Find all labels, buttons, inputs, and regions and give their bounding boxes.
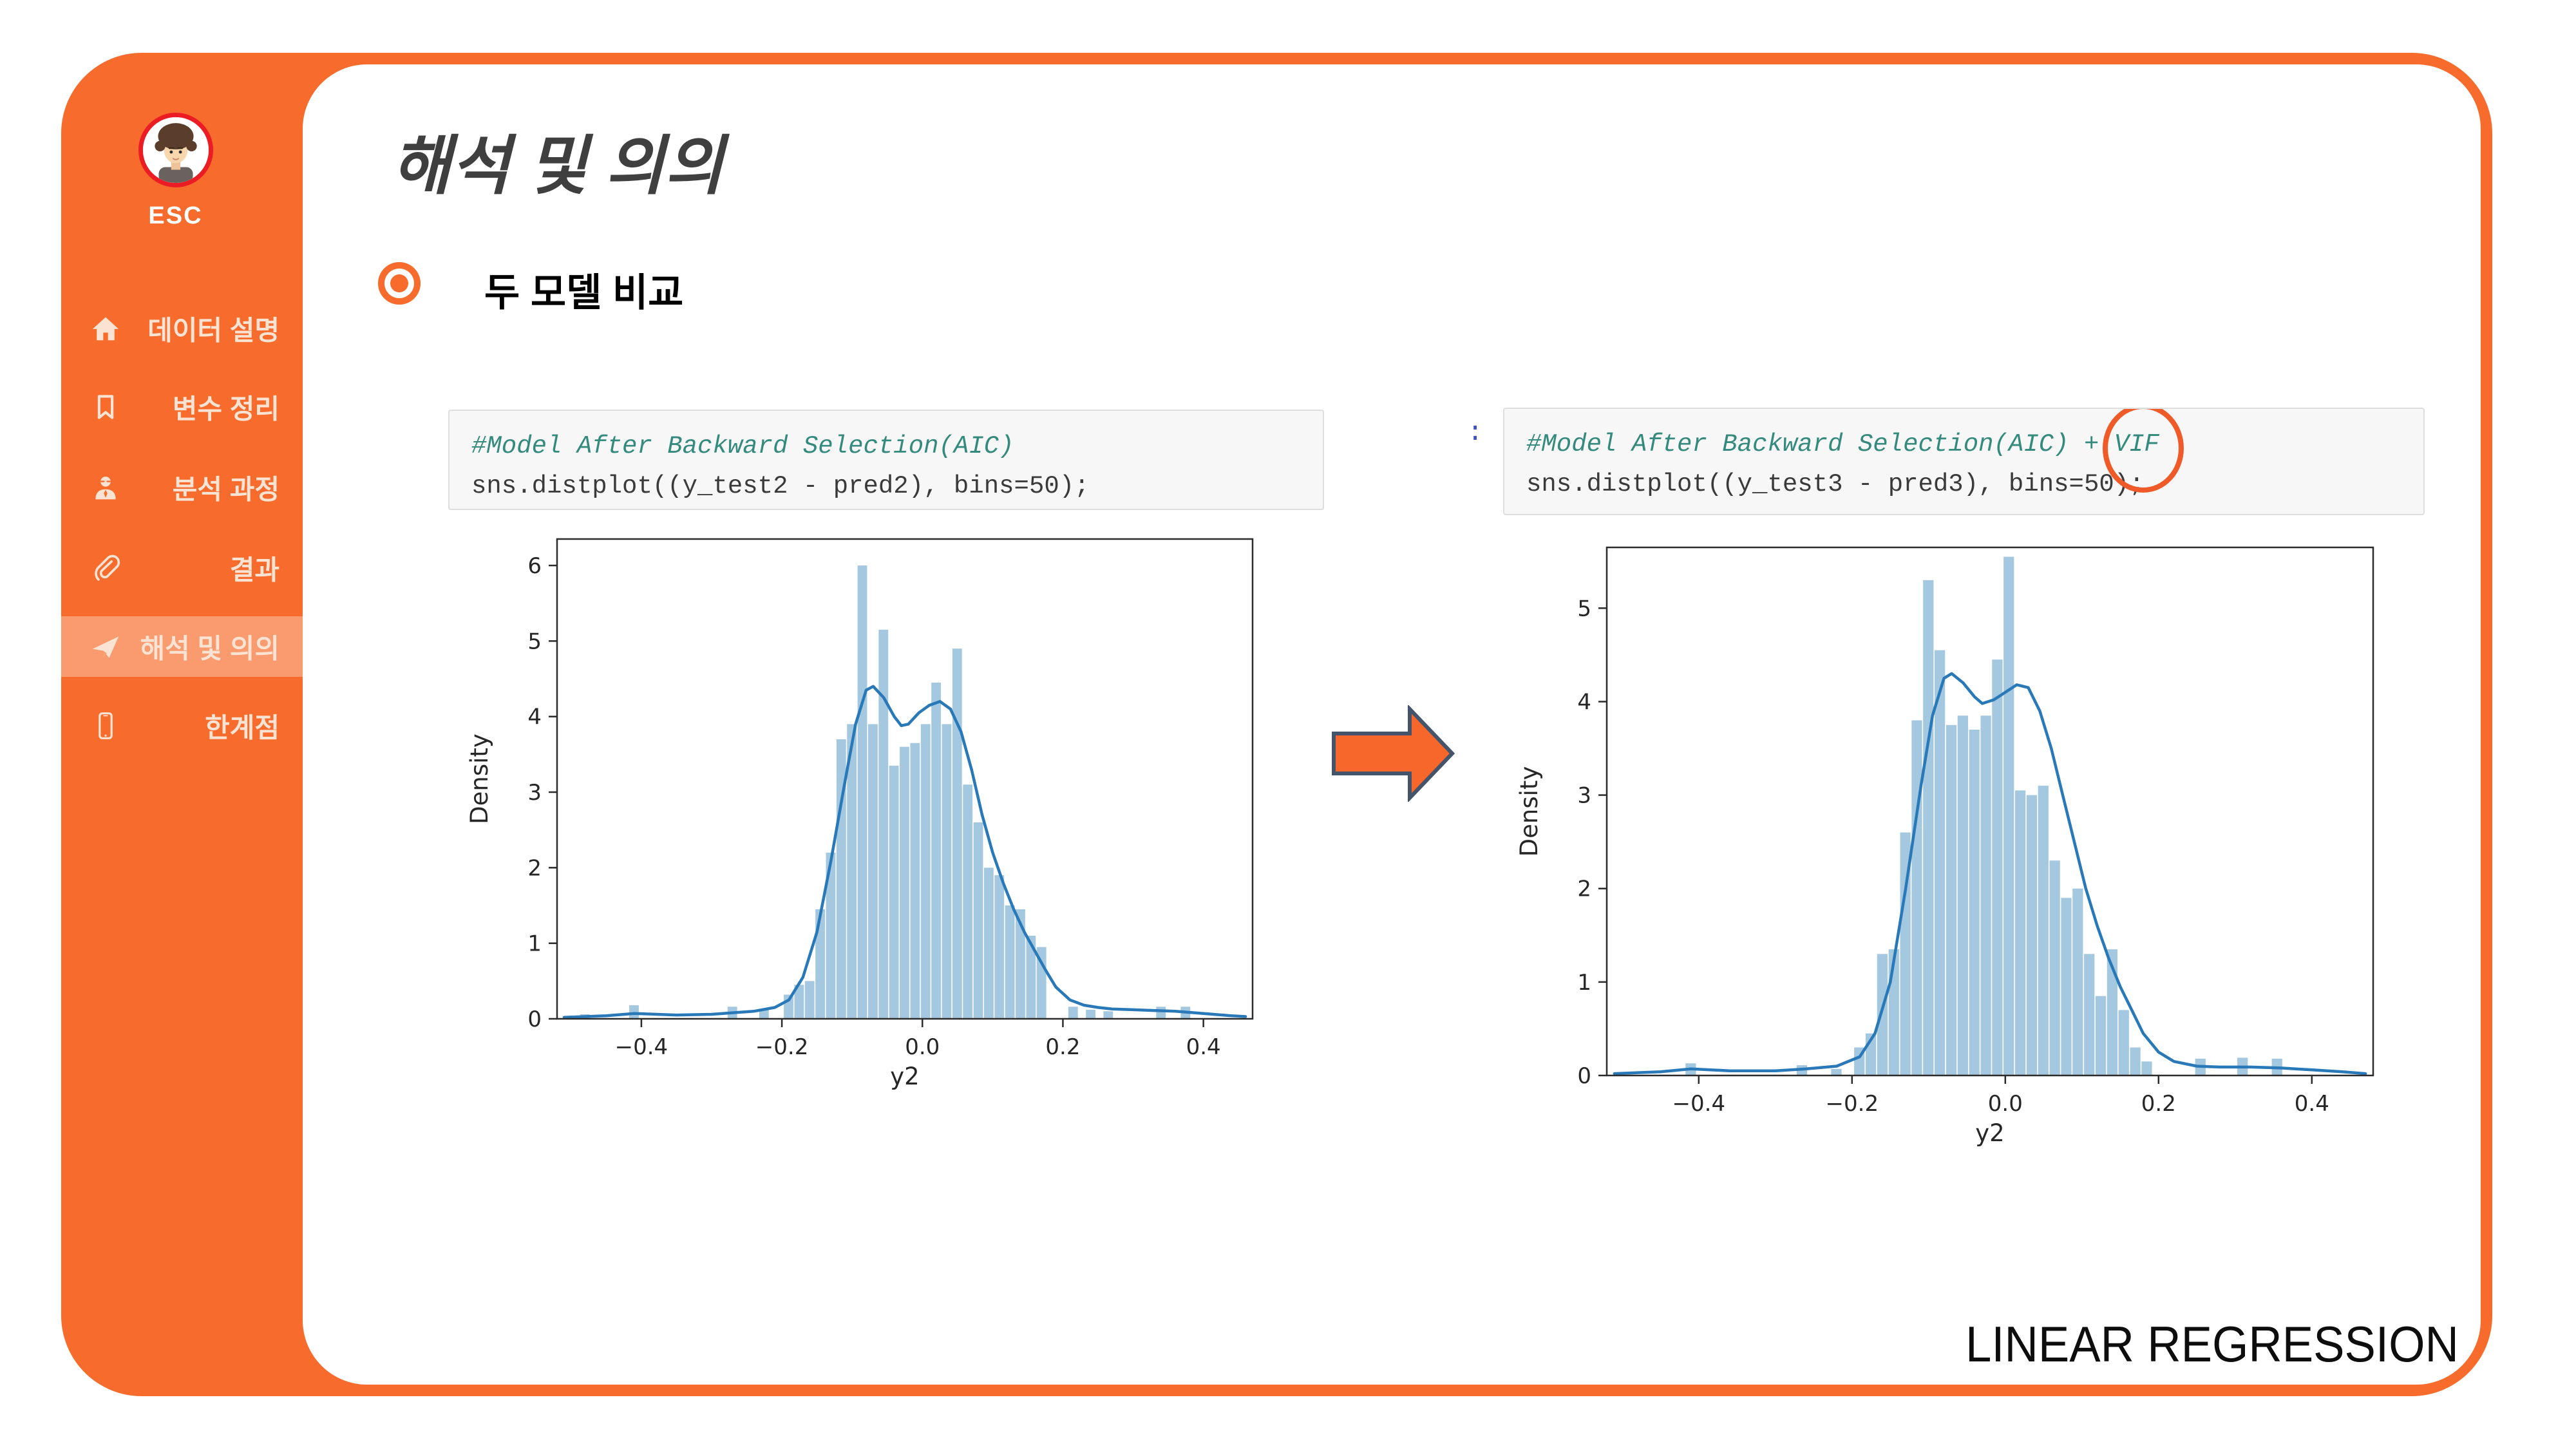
svg-text:5: 5 (527, 629, 542, 654)
svg-text:0.4: 0.4 (2295, 1091, 2329, 1117)
avatar[interactable] (138, 113, 213, 187)
sidebar-item-interpretation[interactable]: 해석 및 의의 (61, 616, 303, 677)
svg-text:2: 2 (527, 855, 542, 881)
sidebar-item-label: 분석 과정 (172, 474, 279, 505)
svg-text:2: 2 (1577, 876, 1591, 902)
svg-text:−0.2: −0.2 (1826, 1091, 1879, 1117)
orange-frame: ESC 데이터 설명 변수 정리 분석 과정 (61, 53, 2492, 1396)
esc-label: ESC (148, 202, 203, 229)
sidebar-item-label: 해석 및 의의 (140, 633, 279, 664)
sidebar-item-label: 한계점 (205, 712, 279, 743)
sidebar-item-limitations[interactable]: 한계점 (61, 696, 303, 756)
svg-text:6: 6 (527, 553, 542, 579)
code-cell-aic: #Model After Backward Selection(AIC) sns… (448, 410, 1324, 510)
vif-circle-annotation (2102, 409, 2184, 493)
svg-text:0.2: 0.2 (2141, 1091, 2176, 1117)
code-line: sns.distplot((y_test3 - pred3), bins=50)… (1526, 470, 2145, 498)
sidebar-item-label: 데이터 설명 (147, 315, 279, 346)
cell-prompt-colon: : (1467, 417, 1484, 448)
sidebar-item-label: 결과 (229, 554, 279, 585)
sidebar-item-variables[interactable]: 변수 정리 (61, 377, 303, 437)
sidebar-item-analysis[interactable]: 분석 과정 (61, 457, 303, 518)
svg-text:3: 3 (527, 780, 542, 806)
svg-text:−0.4: −0.4 (615, 1034, 668, 1060)
residual-distplot-aic: −0.4 −0.2 0.0 0.2 0.4 0 1 2 3 4 5 6 y2 Density (466, 538, 1254, 1090)
svg-text:4: 4 (1577, 689, 1591, 715)
paper-plane-icon (91, 632, 120, 661)
svg-text:1: 1 (527, 931, 542, 957)
bookmark-icon (91, 392, 120, 422)
section-heading: 두 모델 비교 (484, 271, 684, 314)
home-icon (91, 314, 120, 343)
svg-text:0.2: 0.2 (1045, 1034, 1080, 1060)
avatar-face-icon (143, 117, 209, 183)
sidebar-item-label: 변수 정리 (172, 393, 279, 424)
sidebar-item-results[interactable]: 결과 (61, 538, 303, 598)
footer-title: LINEAR REGRESSION (1965, 1316, 2459, 1372)
vif-term: VIF (2102, 409, 2184, 493)
svg-text:y2: y2 (890, 1063, 919, 1090)
svg-text:−0.2: −0.2 (755, 1034, 809, 1060)
slide-content: 해석 및 의의 두 모델 비교 #Model After Backward Se… (303, 64, 2481, 1385)
svg-text:0.0: 0.0 (905, 1034, 940, 1060)
svg-text:y2: y2 (1975, 1119, 2004, 1146)
svg-text:3: 3 (1577, 783, 1591, 809)
svg-text:Density: Density (466, 734, 493, 824)
smartphone-icon (91, 711, 120, 741)
svg-text:0: 0 (527, 1007, 542, 1032)
svg-text:0: 0 (1577, 1063, 1591, 1089)
svg-text:4: 4 (527, 705, 542, 730)
sidebar-item-data-description[interactable]: 데이터 설명 (61, 298, 303, 359)
paperclip-icon (91, 553, 120, 583)
code-cell-aic-vif: #Model After Backward Selection(AIC) + V… (1503, 408, 2425, 515)
svg-text:−0.4: −0.4 (1672, 1091, 1726, 1117)
svg-text:0.0: 0.0 (1988, 1091, 2023, 1117)
residual-distplot-aic-vif: −0.4 −0.2 0.0 0.2 0.4 0 1 2 3 4 5 y2 Density (1515, 546, 2374, 1146)
analyst-icon (91, 473, 120, 502)
code-line: sns.distplot((y_test2 - pred2), bins=50)… (471, 472, 1090, 500)
svg-text:5: 5 (1577, 596, 1591, 621)
code-comment: #Model After Backward Selection(AIC) (471, 432, 1014, 460)
svg-text:0.4: 0.4 (1186, 1034, 1221, 1060)
svg-text:1: 1 (1577, 970, 1591, 996)
code-comment: #Model After Backward Selection(AIC) + V… (1526, 409, 2401, 493)
svg-text:Density: Density (1515, 766, 1543, 857)
page-title: 해석 및 의의 (392, 130, 724, 202)
right-arrow-icon (1332, 705, 1455, 802)
bullet-icon (378, 262, 421, 305)
